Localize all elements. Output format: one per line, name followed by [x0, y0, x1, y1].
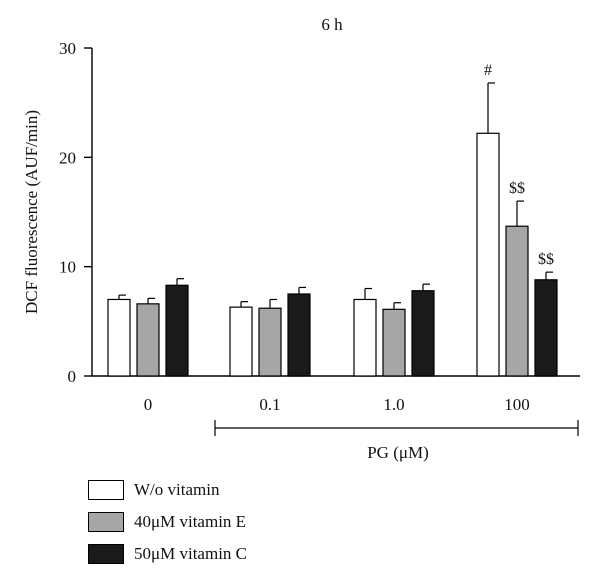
legend-swatch: [88, 480, 124, 500]
bar-chart: 6 h DCF fluorescence (AUF/min) 0 10 20 30 0…: [22, 15, 580, 462]
x-tick-label: 0: [144, 395, 153, 414]
legend-swatch: [88, 544, 124, 564]
legend-item-wo-vitamin: W/o vitamin: [88, 478, 247, 502]
bar: [107, 298, 131, 377]
x-tick-labels: 0 0.1 1.0 100: [144, 395, 530, 414]
bar: [411, 290, 435, 377]
x-tick-label: 1.0: [383, 395, 404, 414]
chart-title: 6 h: [321, 15, 343, 34]
bar: [505, 225, 529, 377]
bars: [107, 82, 558, 377]
y-tick-label: 30: [59, 39, 76, 58]
y-axis-label: DCF fluorescence (AUF/min): [22, 110, 41, 314]
legend-label: W/o vitamin: [134, 480, 220, 499]
legend-item-vitamin-c: 50μM vitamin C: [88, 542, 247, 566]
y-tick-label: 20: [59, 148, 76, 167]
bar: [287, 293, 311, 377]
significance-annotations: # $$ $$: [484, 62, 554, 268]
legend-swatch: [88, 512, 124, 532]
bar: [476, 132, 500, 377]
bar: [136, 303, 160, 377]
bar: [258, 307, 282, 377]
y-tick-label: 10: [59, 258, 76, 277]
bar: [353, 298, 377, 377]
bar: [382, 308, 406, 377]
legend-item-vitamin-e: 40μM vitamin E: [88, 510, 247, 534]
bar: [165, 284, 189, 377]
x-axis-label: PG (μM): [367, 443, 429, 462]
legend: W/o vitamin 40μM vitamin E 50μM vitamin …: [88, 478, 247, 574]
legend-label: 40μM vitamin E: [134, 512, 247, 531]
bar: [534, 279, 558, 377]
legend-label: 50μM vitamin C: [134, 544, 248, 563]
y-tick-label: 0: [68, 367, 77, 386]
significance-mark: #: [484, 62, 492, 79]
x-tick-label: 100: [504, 395, 530, 414]
x-tick-label: 0.1: [259, 395, 280, 414]
significance-mark: $$: [538, 251, 554, 268]
significance-mark: $$: [509, 180, 525, 197]
bar: [229, 306, 253, 377]
y-ticks: 0 10 20 30: [59, 39, 92, 386]
